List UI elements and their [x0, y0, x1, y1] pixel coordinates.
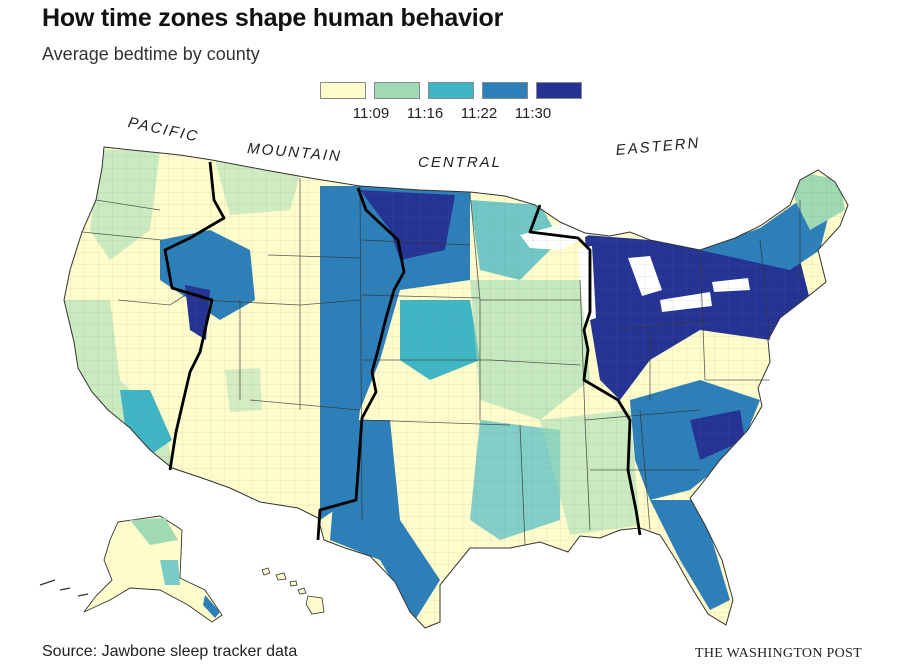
- legend-label-2: 11:16: [406, 105, 444, 122]
- zone-label-central: CENTRAL: [418, 154, 503, 171]
- hawaii: [261, 567, 325, 615]
- state-boundaries: [81, 178, 801, 546]
- alaska: [39, 515, 223, 623]
- source-note: Source: Jawbone sleep tracker data: [42, 643, 298, 660]
- legend-swatch-5: [536, 82, 582, 99]
- legend-label-3: 11:22: [460, 105, 498, 122]
- legend-swatch-1: [320, 82, 366, 99]
- page-title: How time zones shape human behavior: [42, 4, 504, 32]
- pacific-mountain-boundary: [163, 161, 226, 471]
- page-subtitle: Average bedtime by county: [42, 44, 260, 64]
- legend-label-4: 11:30: [514, 105, 552, 122]
- legend-label-1: 11:09: [352, 105, 390, 122]
- legend-swatch-2: [374, 82, 420, 99]
- color-legend: 11:09 11:16 11:22 11:30: [320, 82, 592, 122]
- central-eastern-boundary: [528, 204, 642, 536]
- mountain-central-boundary: [316, 187, 406, 541]
- time-zone-boundaries: [163, 161, 642, 541]
- legend-swatch-3: [428, 82, 474, 99]
- legend-swatch-4: [482, 82, 528, 99]
- publisher-credit: THE WASHINGTON POST: [695, 646, 862, 661]
